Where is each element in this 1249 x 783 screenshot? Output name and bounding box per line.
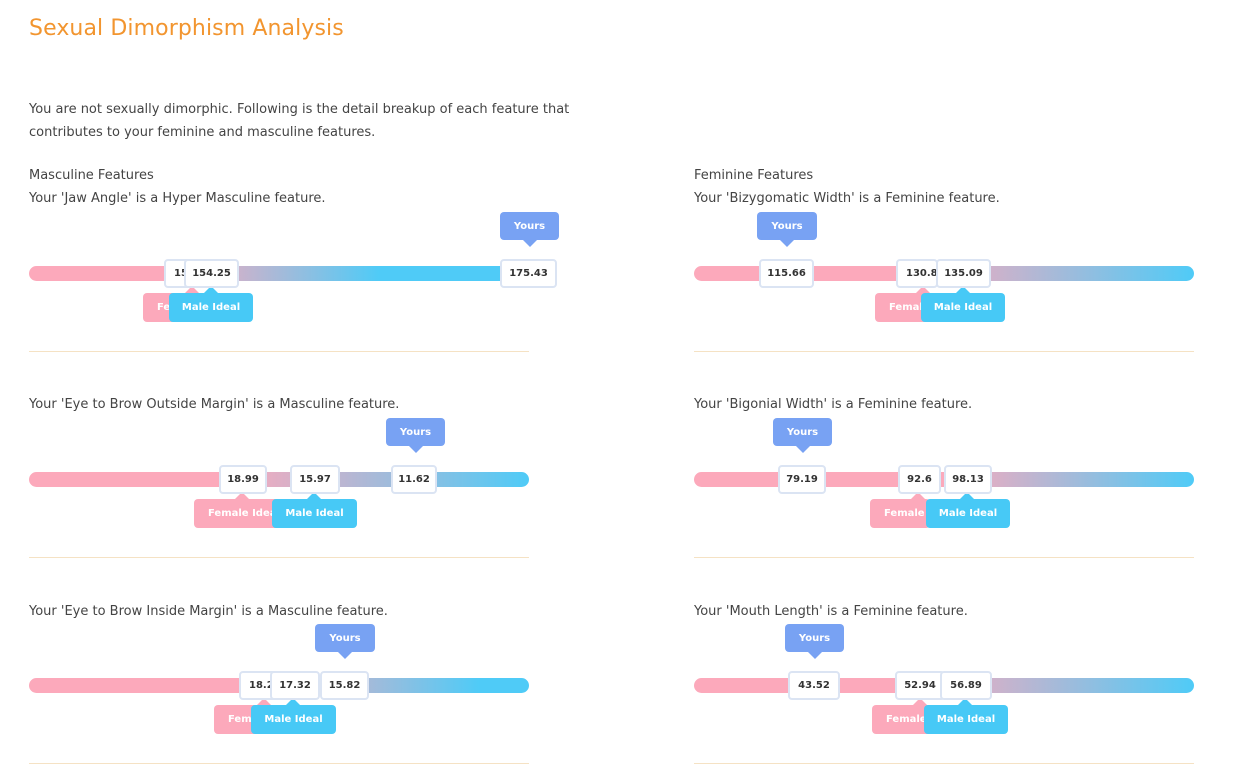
yours-value: 11.62 (391, 465, 437, 494)
divider (694, 557, 1194, 558)
divider (29, 351, 529, 352)
male-ideal-pointer (958, 698, 972, 705)
yours-value: 79.19 (778, 465, 826, 494)
female-ideal-pointer (257, 698, 271, 705)
female-ideal-tag: Female Ideal (872, 705, 932, 734)
feature-bar: Female Ideal 18.2 Male Ideal 17.32 Yours… (29, 624, 529, 734)
female-ideal-tag: Female Ideal (194, 499, 284, 528)
yours-value: 115.66 (759, 259, 814, 288)
yours-tag: Yours (785, 624, 844, 659)
male-ideal-value: 154.25 (184, 259, 239, 288)
female-ideal-pointer (235, 492, 249, 499)
divider (694, 763, 1194, 764)
feature-text: Your 'Mouth Length' is a Feminine featur… (694, 604, 968, 619)
yours-tag: Yours (315, 624, 375, 659)
male-ideal-tag: Male Ideal (272, 499, 357, 528)
male-ideal-value: 15.97 (290, 465, 340, 494)
male-ideal-pointer (286, 698, 300, 705)
male-ideal-value: 56.89 (940, 671, 992, 700)
male-ideal-tag: Male Ideal (251, 705, 336, 734)
female-ideal-value: 130.8 (896, 259, 938, 288)
intro-text: You are not sexually dimorphic. Followin… (29, 102, 570, 140)
feature-text: Your 'Jaw Angle' is a Hyper Masculine fe… (29, 191, 326, 206)
male-ideal-pointer (204, 286, 218, 293)
masculine-features-heading: Masculine Features (29, 168, 154, 183)
male-ideal-tag: Male Ideal (926, 499, 1010, 528)
female-ideal-value: 18.99 (219, 465, 267, 494)
feature-text: Your 'Bigonial Width' is a Feminine feat… (694, 397, 973, 412)
female-ideal-pointer (911, 492, 925, 499)
male-ideal-pointer (960, 492, 974, 499)
yours-value: 15.82 (320, 671, 369, 700)
male-ideal-tag: Male Ideal (924, 705, 1008, 734)
male-ideal-tag: Male Ideal (921, 293, 1005, 322)
yours-value: 43.52 (788, 671, 840, 700)
feature-bar: Female Ideal 130.8 Male Ideal 135.09 You… (694, 212, 1194, 322)
male-ideal-value: 17.32 (270, 671, 320, 700)
feature-bar: Female Ideal 52.94 Male Ideal 56.89 Your… (694, 624, 1194, 734)
feminine-features-heading: Feminine Features (694, 168, 814, 183)
feature-text: Your 'Eye to Brow Inside Margin' is a Ma… (29, 604, 388, 619)
page-title: Sexual Dimorphism Analysis (29, 16, 344, 41)
female-ideal-value: 92.6 (898, 465, 941, 494)
female-ideal-pointer (916, 286, 930, 293)
male-ideal-value: 135.09 (936, 259, 991, 288)
feature-bar: Female Ideal 92.6 Male Ideal 98.13 Yours… (694, 418, 1194, 528)
female-ideal-value: 52.94 (895, 671, 945, 700)
divider (29, 557, 529, 558)
divider (29, 763, 529, 764)
feature-bar: Female Ideal 151.82 Male Ideal 154.25 Yo… (29, 212, 559, 322)
feature-bar: Female Ideal 18.99 Male Ideal 15.97 Your… (29, 418, 529, 528)
female-ideal-tag: Female Ideal (870, 499, 930, 528)
yours-tag: Yours (500, 212, 559, 247)
female-ideal-pointer (913, 698, 927, 705)
male-ideal-pointer (956, 286, 970, 293)
feature-text: Your 'Bizygomatic Width' is a Feminine f… (694, 191, 1000, 206)
yours-value: 175.43 (500, 259, 557, 288)
yours-tag: Yours (757, 212, 817, 247)
male-ideal-pointer (307, 492, 321, 499)
feature-text: Your 'Eye to Brow Outside Margin' is a M… (29, 397, 400, 412)
male-ideal-tag: Male Ideal (169, 293, 253, 322)
male-ideal-value: 98.13 (944, 465, 992, 494)
female-ideal-pointer (185, 286, 199, 293)
yours-tag: Yours (386, 418, 445, 453)
yours-tag: Yours (773, 418, 832, 453)
divider (694, 351, 1194, 352)
